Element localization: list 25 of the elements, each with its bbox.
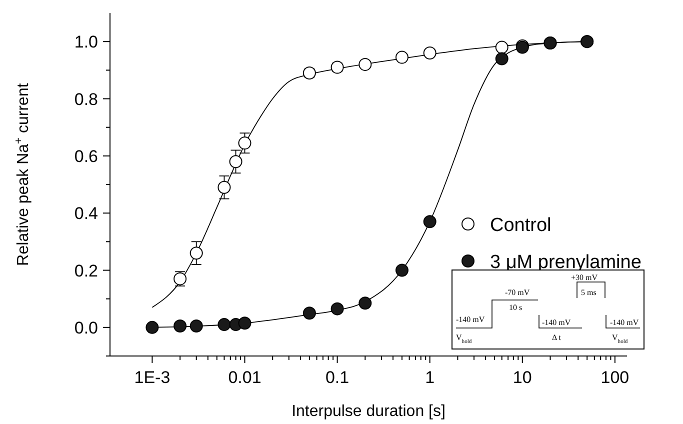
legend-label: Control: [490, 215, 552, 236]
annotation: Δ t: [552, 333, 562, 342]
x-tick-label: 10: [512, 368, 532, 387]
x-tick-label: 100: [600, 368, 630, 387]
y-tick-label: 1.0: [74, 32, 98, 52]
y-tick-label: 0.4: [74, 204, 98, 224]
annotation: -70 mV: [505, 288, 530, 297]
annotation: 10 s: [509, 303, 522, 312]
annotation: -140 mV: [542, 318, 571, 327]
x-tick-label: 0.1: [325, 368, 350, 387]
annotation: V$_{hold}$: [612, 333, 628, 345]
x-tick-label: 0.01: [228, 368, 262, 387]
y-tick-label: 0.8: [74, 90, 98, 109]
y-tick-label: 0.2: [74, 261, 98, 280]
x-tick-label: 1: [425, 368, 435, 387]
legend-label: 3 μM prenylamine: [490, 252, 642, 273]
y-tick-label: 0.0: [74, 318, 98, 338]
annotation: +30 mV: [571, 273, 598, 282]
annotation: V$_{hold}$: [456, 333, 472, 345]
annotation: -140 mV: [456, 315, 485, 324]
y-tick-label: 0.6: [74, 146, 98, 166]
annotation: -140 mV: [610, 318, 639, 327]
x-axis-title: Interpulse duration [s]: [292, 403, 446, 420]
annotation: 5 ms: [581, 288, 596, 297]
x-tick-label: 1E-3: [134, 368, 170, 387]
